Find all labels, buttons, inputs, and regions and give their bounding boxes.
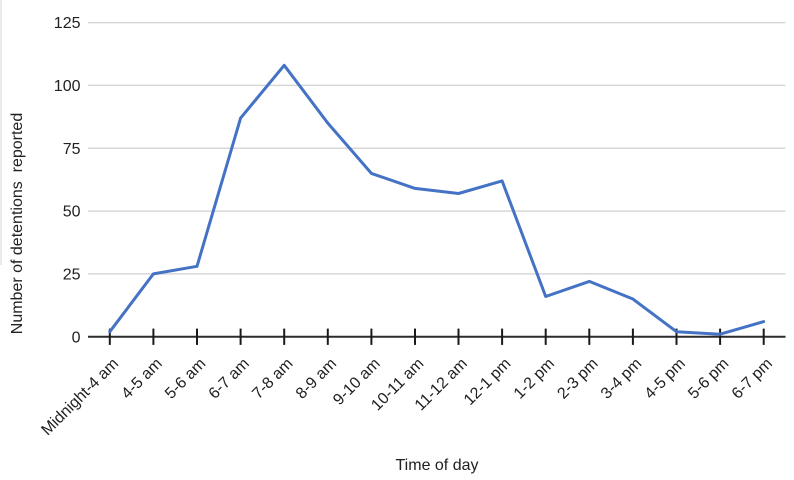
svg-text:6-7 am: 6-7 am xyxy=(206,355,253,402)
svg-text:12-1 pm: 12-1 pm xyxy=(461,355,515,409)
svg-text:4-5 am: 4-5 am xyxy=(118,355,165,402)
svg-text:25: 25 xyxy=(63,267,81,284)
svg-text:6-7 pm: 6-7 pm xyxy=(729,355,776,402)
svg-text:Number of detentions reported: Number of detentions reported xyxy=(9,113,26,334)
svg-text:3-4 pm: 3-4 pm xyxy=(598,355,645,402)
svg-text:5-6 pm: 5-6 pm xyxy=(685,355,732,402)
svg-text:Midnight-4 am: Midnight-4 am xyxy=(38,355,122,439)
svg-text:125: 125 xyxy=(54,15,81,32)
svg-text:4-5 pm: 4-5 pm xyxy=(642,355,689,402)
svg-text:75: 75 xyxy=(63,141,81,158)
svg-text:0: 0 xyxy=(72,329,81,346)
svg-text:7-8 am: 7-8 am xyxy=(249,355,296,402)
svg-text:2-3 pm: 2-3 pm xyxy=(554,355,601,402)
svg-text:100: 100 xyxy=(54,78,81,95)
svg-text:Time of day: Time of day xyxy=(396,457,479,474)
svg-text:1-2 pm: 1-2 pm xyxy=(511,355,558,402)
svg-text:5-6 am: 5-6 am xyxy=(162,355,209,402)
svg-text:50: 50 xyxy=(63,204,81,221)
